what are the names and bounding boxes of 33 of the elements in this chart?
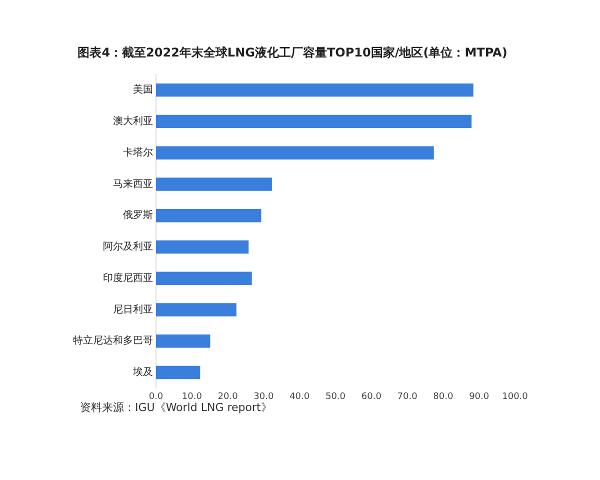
y-tick-label: 卡塔尔: [123, 146, 153, 158]
y-tick-label: 印度尼西亚: [103, 272, 153, 284]
y-tick-label: 俄罗斯: [123, 209, 153, 222]
bar: [156, 178, 272, 191]
bar: [156, 209, 262, 222]
bar: [156, 240, 249, 254]
x-tick-label: 40.0: [290, 392, 310, 402]
x-tick-label: 50.0: [325, 392, 346, 402]
x-tick-label: 60.0: [361, 392, 382, 402]
y-tick-label: 阿尔及利亚: [103, 240, 153, 253]
x-tick-label: 100.0: [502, 392, 528, 402]
y-tick-label: 埃及: [132, 366, 153, 378]
x-tick-label: 30.0: [254, 392, 274, 402]
y-tick-label: 澳大利亚: [113, 115, 153, 128]
bar: [156, 366, 200, 380]
x-tick-label: 90.0: [469, 392, 490, 402]
text: 资料来源：IGU《World LNG report》: [80, 400, 272, 414]
bar: [156, 84, 474, 97]
bar: [156, 114, 472, 128]
chart-title: 图表4：截至2022年末全球LNG液化工厂容量TOP10国家/地区(单位：MTPA): [78, 45, 508, 60]
y-tick-label: 尼日利亚: [113, 303, 153, 316]
y-tick-label: 马来西亚: [113, 178, 153, 190]
x-tick-label: 80.0: [433, 392, 454, 402]
bar: [156, 303, 236, 316]
y-tick-label: 特立尼达和多巴哥: [73, 334, 153, 347]
bar: [156, 272, 252, 285]
x-tick-label: 70.0: [397, 392, 418, 402]
x-tick-label: 0.0: [148, 392, 164, 402]
x-tick-label: 10.0: [182, 392, 202, 402]
bar: [156, 334, 210, 348]
x-tick-label: 20.0: [218, 392, 238, 402]
y-tick-label: 美国: [133, 84, 153, 96]
bar: [156, 146, 434, 160]
